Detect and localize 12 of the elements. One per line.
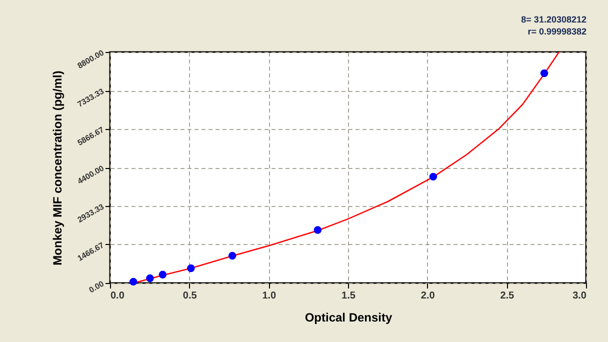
- text: 8= 31.20308212: [521, 14, 586, 25]
- x-tick-label: 2.5: [500, 290, 515, 302]
- x-tick-label: 1.0: [262, 290, 277, 302]
- x-tick-label: 1.5: [342, 290, 356, 302]
- y-axis-title: Monkey MIF concentration (pg/ml): [50, 70, 64, 266]
- x-tick-label: 0.0: [110, 290, 125, 302]
- x-tick-label: 0.5: [182, 290, 198, 302]
- text: r= 0.99998382: [528, 26, 586, 37]
- x-axis-title: Optical Density: [304, 310, 393, 324]
- x-tick-label: 2.0: [420, 290, 436, 302]
- y-tick-label: 0.00: [88, 278, 106, 295]
- x-tick-label: 3.0: [572, 290, 587, 302]
